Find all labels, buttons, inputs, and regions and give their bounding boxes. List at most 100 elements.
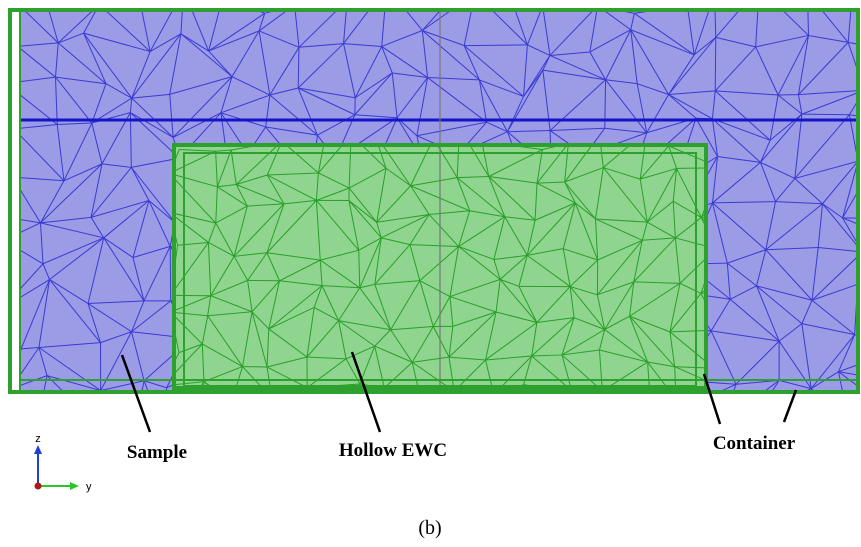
label: Container — [713, 433, 796, 454]
mesh-edge — [756, 416, 821, 417]
mesh-edge — [836, 454, 861, 464]
mesh-edge — [271, 460, 315, 468]
mesh-edge — [600, 427, 629, 440]
mesh-edge — [0, 433, 60, 475]
mesh-edge — [683, 418, 719, 420]
mesh-edge — [103, 431, 133, 435]
mesh-edge — [38, 423, 103, 431]
mesh-edge — [719, 416, 753, 418]
origin — [35, 483, 42, 490]
mesh-edge — [101, 391, 133, 435]
mesh-edge — [202, 419, 249, 426]
mesh-edge — [232, 398, 272, 401]
mesh-edge — [528, 431, 567, 435]
mesh-edge — [3, 308, 21, 349]
mesh-edge — [229, 453, 271, 468]
mesh-edge — [38, 423, 60, 475]
mesh-edge — [419, 473, 480, 476]
mesh-edge — [821, 417, 836, 454]
mesh-edge — [354, 419, 395, 440]
mesh-edge — [836, 423, 849, 454]
page: {"labels": {"sample": "Sample", "hollow_… — [0, 0, 861, 547]
mesh-edge — [510, 0, 543, 6]
mesh-edge — [719, 404, 744, 417]
mesh-edge — [232, 401, 249, 419]
mesh-edge — [600, 395, 650, 440]
mesh-edge — [272, 398, 289, 425]
mesh-edge — [269, 432, 316, 460]
mesh-edge — [672, 414, 675, 459]
mesh-edge — [315, 431, 316, 460]
mesh-edge — [849, 421, 861, 423]
mesh-edge — [60, 452, 100, 474]
mesh-edge — [269, 432, 271, 468]
axis-label: y — [86, 481, 92, 493]
mesh-edge — [687, 0, 714, 5]
mesh-edge — [170, 246, 171, 300]
mesh-edge — [810, 417, 821, 456]
mesh-edge — [482, 428, 528, 431]
mesh-edge — [810, 454, 836, 456]
mesh-edge — [192, 453, 228, 457]
mesh-edge — [426, 408, 481, 412]
mesh-edge — [649, 414, 672, 421]
mesh-edge — [500, 423, 528, 454]
mesh-edge — [38, 423, 100, 453]
mesh-edge — [269, 431, 315, 432]
mesh-edge — [715, 37, 716, 91]
mesh-edge — [481, 408, 500, 455]
mesh-edge — [569, 428, 605, 429]
mesh-edge — [836, 421, 861, 454]
mesh-edge — [0, 389, 11, 433]
mesh-edge — [568, 391, 572, 435]
mesh-edge — [354, 388, 385, 440]
mesh-edge — [164, 388, 167, 433]
mesh-edge — [528, 391, 572, 432]
mesh-edge — [395, 419, 429, 423]
mesh-edge — [249, 419, 289, 425]
mesh-edge — [529, 423, 569, 428]
y-arrow — [70, 482, 79, 490]
mesh-edge — [390, 412, 426, 433]
mesh-edge — [387, 0, 444, 6]
mesh-edge — [631, 414, 672, 466]
mesh-edge — [4, 453, 60, 475]
mesh-edge — [350, 427, 390, 433]
z-arrow — [34, 445, 42, 454]
mesh-edge — [753, 416, 793, 429]
mesh-edge — [529, 423, 551, 464]
mesh-edge — [569, 428, 592, 472]
caption: (b) — [418, 517, 441, 539]
mesh-edge — [631, 458, 675, 465]
axis-label: z — [35, 433, 41, 445]
mesh-edge — [315, 427, 351, 431]
mesh-edge — [223, 431, 271, 468]
label: Hollow EWC — [339, 440, 447, 461]
mesh-edge — [572, 391, 600, 440]
mesh-edge — [672, 414, 723, 423]
mesh-edge — [821, 417, 849, 423]
mesh-edge — [650, 395, 676, 400]
mesh-edge — [551, 428, 569, 464]
mesh-edge — [592, 466, 631, 472]
mesh-edge — [723, 416, 756, 422]
mesh-edge — [11, 0, 17, 46]
mesh-edge — [454, 391, 464, 420]
mesh-edge — [676, 400, 683, 420]
mesh-edge — [605, 420, 649, 429]
mesh-figure: Sample Hollow EWC Container z y (b) — [0, 0, 861, 547]
mesh-edge — [11, 389, 38, 422]
mesh-edge — [223, 431, 269, 432]
mesh-edge — [249, 398, 272, 419]
mesh-edge — [4, 217, 5, 240]
mesh-edge — [100, 431, 103, 453]
mesh-edge — [482, 395, 494, 429]
mesh-edge — [325, 425, 354, 440]
mesh-edge — [13, 129, 14, 177]
mesh-edge — [3, 240, 4, 308]
mesh-edge — [600, 391, 602, 440]
mesh-edge — [176, 424, 202, 425]
mesh-edge — [295, 0, 348, 5]
mesh-edge — [744, 404, 753, 416]
mesh-edge — [45, 0, 100, 5]
